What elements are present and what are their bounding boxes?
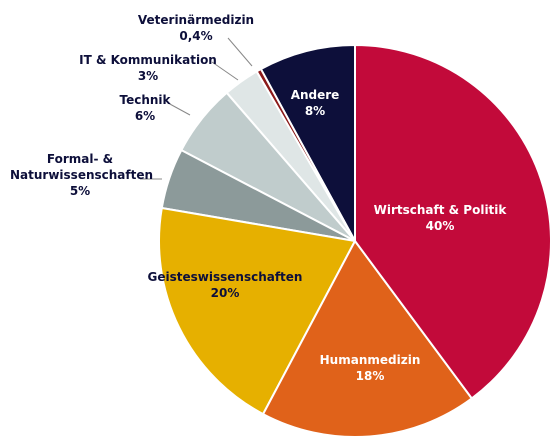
pie-slice (158, 206, 357, 416)
value-label: 20% (210, 286, 240, 300)
value-label: 18% (355, 369, 385, 383)
value-label: 6% (134, 109, 156, 123)
leader-line (167, 102, 191, 116)
category-label: Wirtschaft & Politik (373, 203, 507, 217)
value-label: 0,4% (179, 29, 213, 43)
category-label: IT & Kommunikation (79, 53, 217, 67)
pie-slice (354, 43, 552, 400)
category-label: Andere (290, 88, 340, 102)
category-label: Veterinärmedizin (137, 13, 255, 27)
category-label: Technik (119, 93, 171, 107)
category-label: Formal- & Naturwissenschaften (10, 152, 154, 182)
slice-label: Formal- & Naturwissenschaften 5% (10, 151, 154, 199)
slice-label: Technik 6% (85, 92, 205, 124)
slice-label: Humanmedizin 18% (295, 352, 445, 384)
value-label: 3% (137, 69, 159, 83)
slice-label: Veterinärmedizin 0,4% (116, 12, 276, 44)
slice-label: Wirtschaft & Politik 40% (365, 202, 515, 234)
value-label: 8% (304, 104, 326, 118)
category-label: Humanmedizin (319, 353, 421, 367)
value-label: 5% (69, 184, 91, 198)
pie-slice (259, 43, 356, 242)
category-label: Geisteswissenschaften (147, 270, 303, 284)
slice-label: IT & Kommunikation 3% (68, 52, 228, 84)
value-label: 40% (425, 219, 455, 233)
slice-label: Andere 8% (265, 87, 365, 119)
leader-line (211, 61, 239, 81)
slice-label: Geisteswissenschaften 20% (135, 269, 315, 301)
leader-line (227, 37, 253, 67)
pie-slice (261, 239, 474, 438)
